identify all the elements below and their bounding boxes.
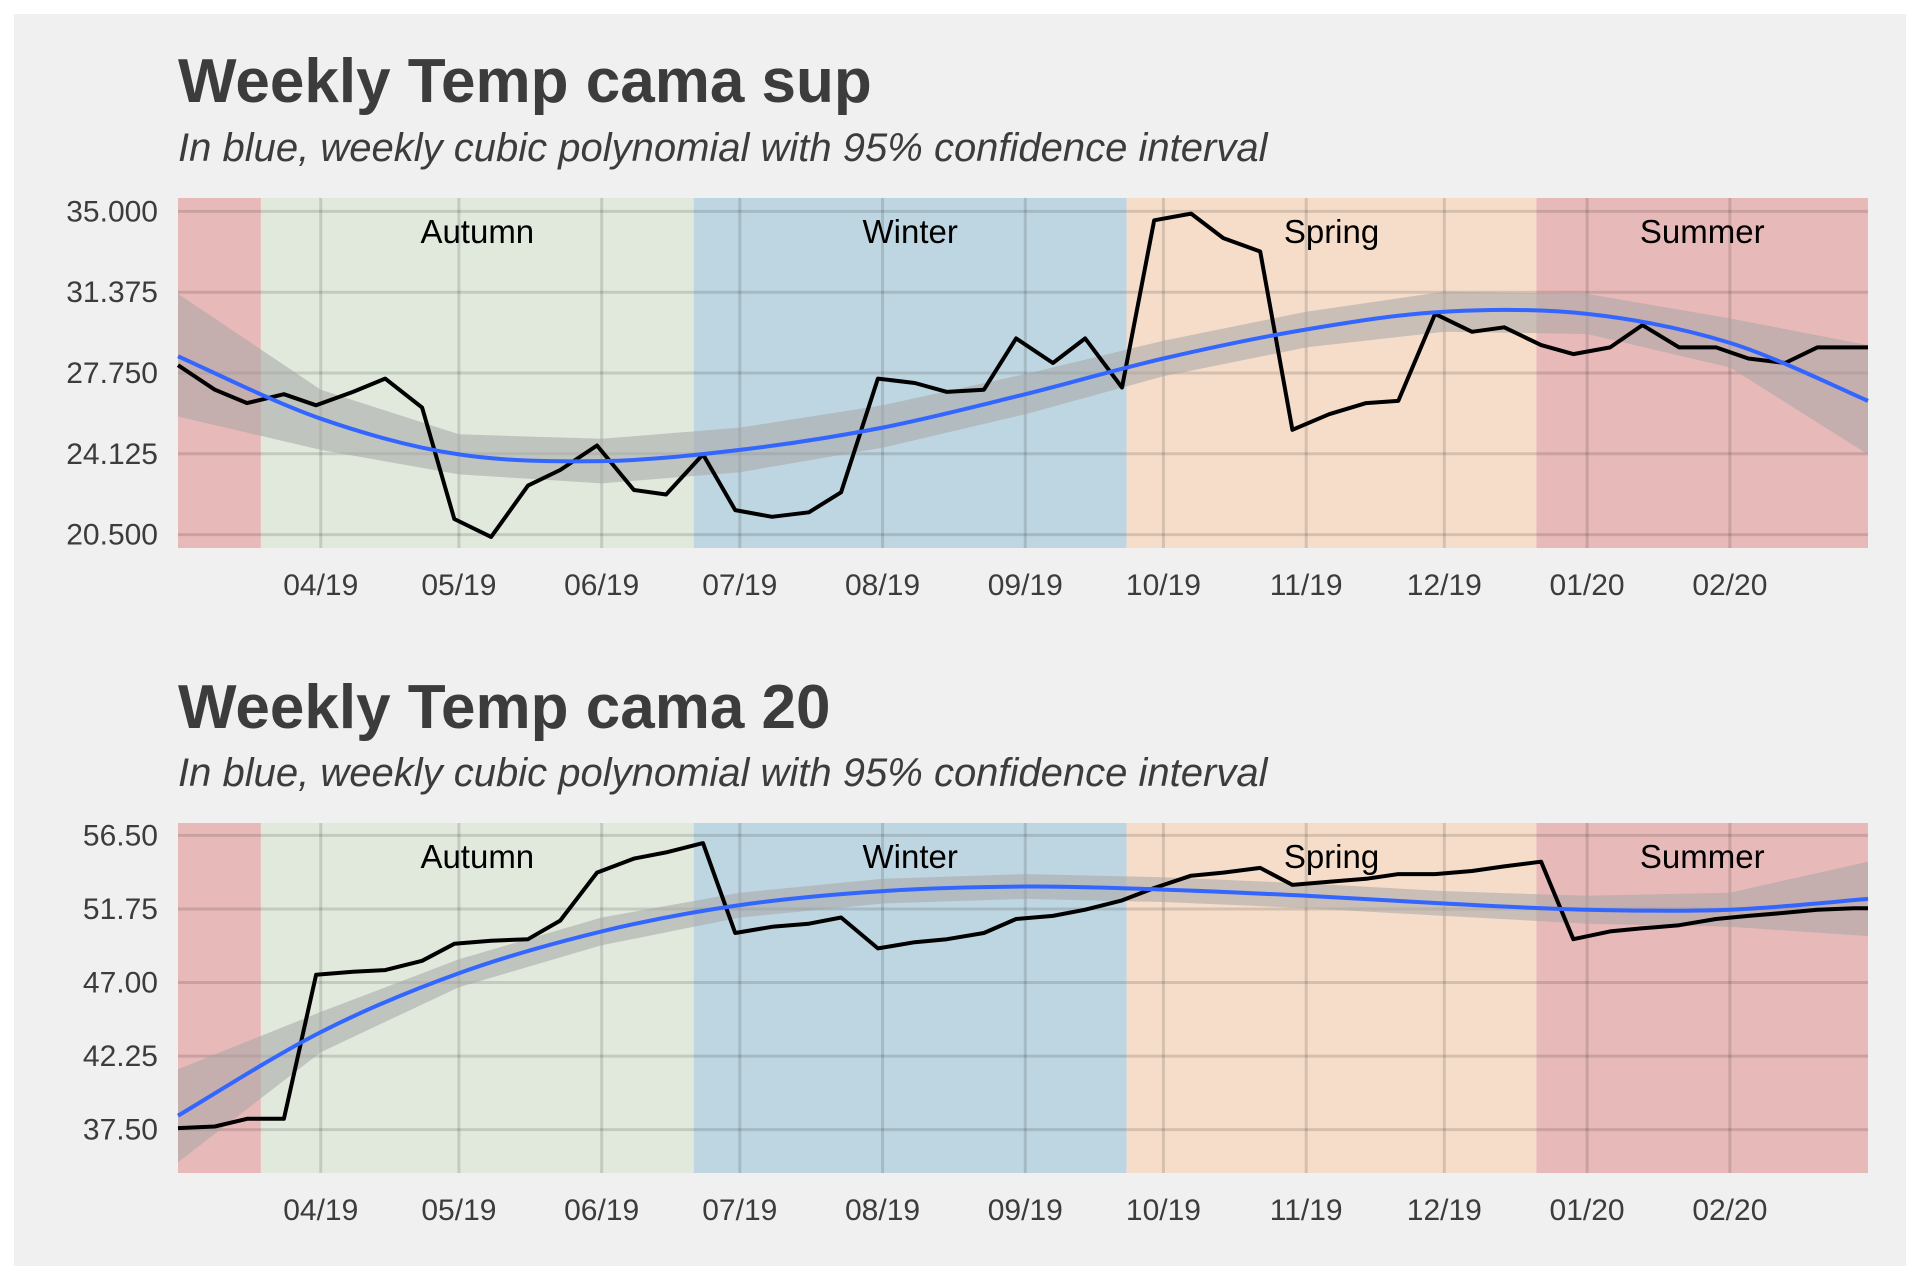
figure-background: Weekly Temp cama sup In blue, weekly cub…: [14, 14, 1906, 1266]
chart-subtitle: In blue, weekly cubic polynomial with 95…: [178, 126, 1268, 170]
chart-title: Weekly Temp cama 20: [178, 673, 831, 742]
chart-subtitle: In blue, weekly cubic polynomial with 95…: [178, 751, 1268, 795]
chart-title: Weekly Temp cama sup: [178, 47, 872, 116]
